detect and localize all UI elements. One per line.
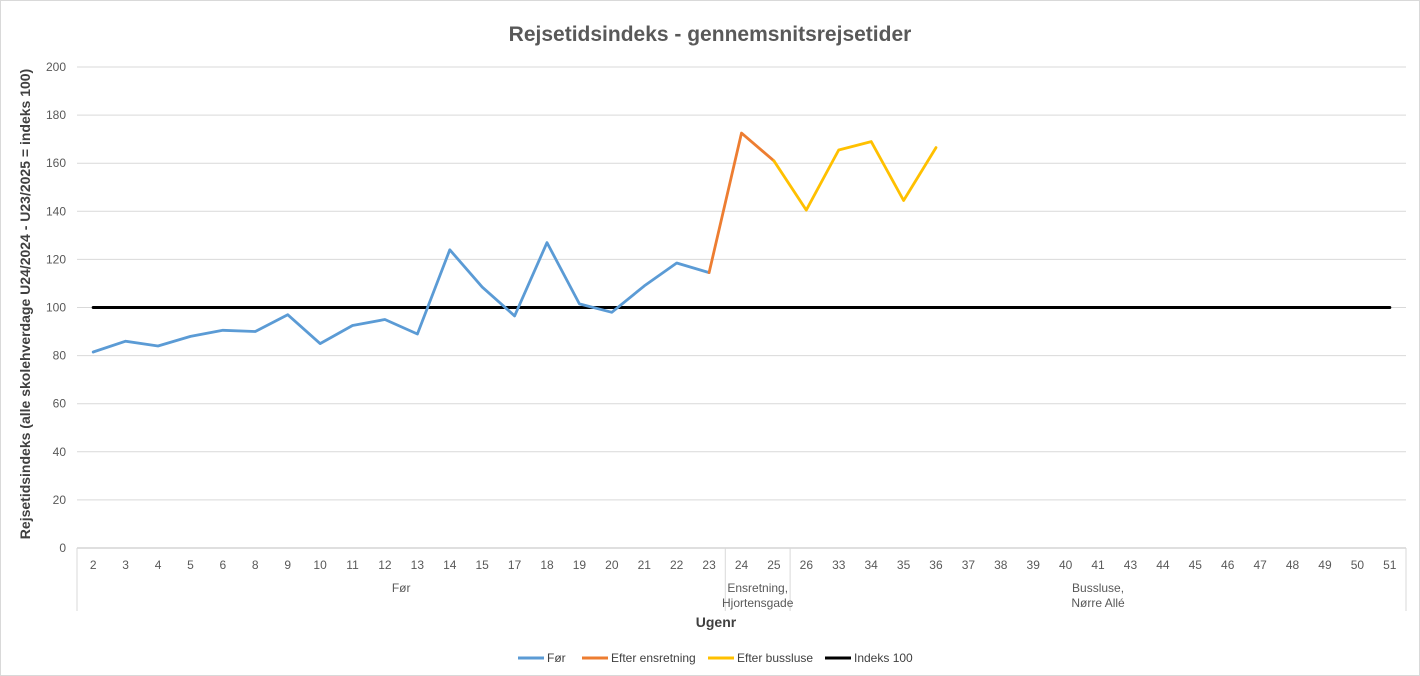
x-tick-label: 17 [508, 558, 522, 572]
x-group-label: Nørre Allé [1071, 596, 1125, 610]
x-tick-label: 5 [187, 558, 194, 572]
x-tick-label: 50 [1351, 558, 1365, 572]
x-tick-label: 8 [252, 558, 259, 572]
x-tick-label: 34 [864, 558, 878, 572]
legend: Før Efter ensretning Efter bussluse Indeks … [518, 651, 913, 665]
x-group-label: Hjortensgade [722, 596, 794, 610]
y-tick-label: 20 [53, 493, 67, 507]
y-axis-title: Rejsetidsindeks (alle skolehverdage U24/… [17, 69, 33, 539]
x-tick-label: 26 [800, 558, 814, 572]
y-tick-label: 160 [46, 156, 66, 170]
x-tick-label: 25 [767, 558, 781, 572]
x-group-label: Ensretning, [727, 581, 788, 595]
x-axis: 2 3 4 5 6 8 9 10 11 12 13 14 15 17 18 19 20 21 22 23 24 25 26 3… [76, 548, 1407, 611]
y-tick-label: 140 [46, 204, 66, 218]
x-tick-label: 14 [443, 558, 457, 572]
x-tick-label: 15 [476, 558, 490, 572]
y-tick-label: 80 [53, 349, 67, 363]
legend-label: Efter bussluse [737, 651, 813, 665]
x-tick-label: 3 [122, 558, 129, 572]
x-tick-label: 12 [378, 558, 392, 572]
x-tick-label: 51 [1383, 558, 1397, 572]
x-tick-label: 48 [1286, 558, 1300, 572]
series-line-efter-bussluse [772, 140, 938, 212]
x-tick-label: 2 [90, 558, 97, 572]
series-lines [91, 131, 1392, 354]
x-tick-label: 39 [1027, 558, 1041, 572]
x-tick-label: 37 [962, 558, 976, 572]
y-tick-label: 40 [53, 445, 67, 459]
x-tick-label: 11 [346, 558, 359, 572]
legend-label: Efter ensretning [611, 651, 696, 665]
legend-label: Før [547, 651, 566, 665]
x-tick-label: 18 [540, 558, 554, 572]
x-group-label: Før [392, 581, 411, 595]
x-tick-label: 45 [1189, 558, 1203, 572]
x-tick-label: 33 [832, 558, 846, 572]
y-axis-ticks: 0 20 40 60 80 100 120 140 160 180 200 [46, 60, 66, 555]
x-tick-label: 35 [897, 558, 911, 572]
x-tick-label: 21 [638, 558, 652, 572]
x-tick-label: 6 [220, 558, 227, 572]
y-tick-label: 180 [46, 108, 66, 122]
x-tick-label: 24 [735, 558, 749, 572]
x-group-label: Bussluse, [1072, 581, 1124, 595]
x-tick-label: 49 [1318, 558, 1332, 572]
y-tick-label: 100 [46, 301, 66, 315]
x-tick-label: 13 [411, 558, 425, 572]
x-tick-label: 22 [670, 558, 684, 572]
y-tick-label: 60 [53, 397, 67, 411]
y-tick-label: 120 [46, 252, 66, 266]
x-tick-label: 36 [929, 558, 943, 572]
x-tick-label: 47 [1253, 558, 1267, 572]
x-tick-label: 43 [1124, 558, 1138, 572]
x-tick-label: 4 [155, 558, 162, 572]
x-axis-title: Ugenr [696, 614, 737, 630]
y-tick-label: 0 [59, 541, 66, 555]
x-tick-label: 23 [702, 558, 716, 572]
legend-label: Indeks 100 [854, 651, 913, 665]
x-tick-label: 10 [313, 558, 327, 572]
series-line-efter-ensretning [707, 131, 776, 274]
x-tick-label: 20 [605, 558, 619, 572]
x-tick-label: 40 [1059, 558, 1073, 572]
x-tick-label: 38 [994, 558, 1008, 572]
x-tick-label: 44 [1156, 558, 1170, 572]
x-tick-label: 9 [284, 558, 291, 572]
series-line-for [91, 241, 711, 354]
chart-title: Rejsetidsindeks - gennemsnitsrejsetider [509, 23, 912, 46]
x-tick-label: 41 [1091, 558, 1105, 572]
x-tick-label: 46 [1221, 558, 1235, 572]
y-tick-label: 200 [46, 60, 66, 74]
x-tick-label: 19 [573, 558, 587, 572]
